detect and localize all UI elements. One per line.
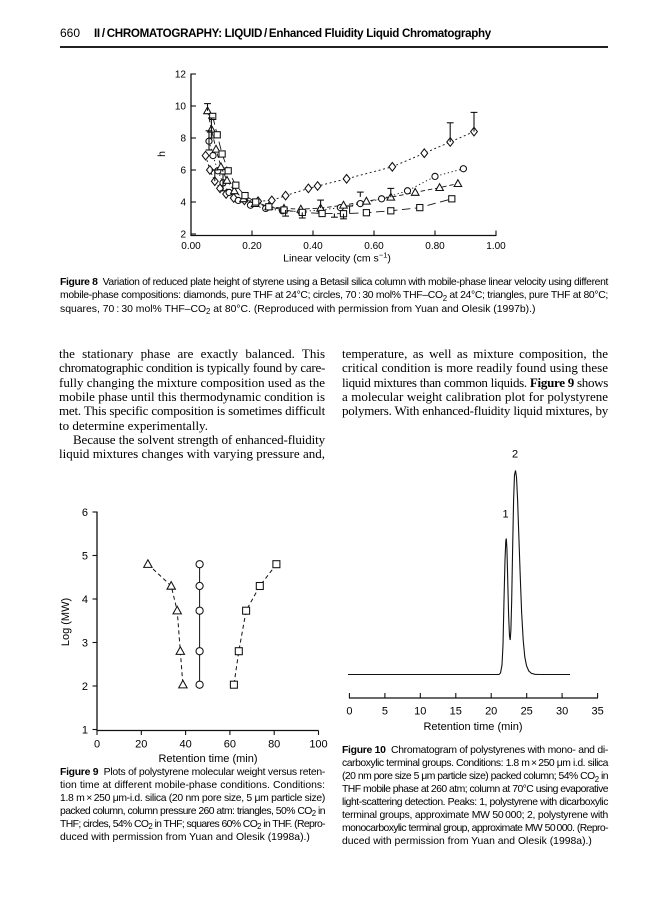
svg-text:30: 30: [556, 706, 568, 718]
svg-text:8: 8: [180, 134, 186, 145]
svg-text:12: 12: [175, 70, 187, 81]
svg-text:2: 2: [82, 681, 88, 693]
svg-text:Linear velocity (cm s−1): Linear velocity (cm s−1): [283, 251, 391, 265]
svg-text:4: 4: [180, 198, 186, 209]
svg-text:80: 80: [268, 739, 280, 751]
svg-text:5: 5: [382, 706, 388, 718]
svg-text:0.40: 0.40: [303, 241, 323, 252]
svg-text:0: 0: [346, 706, 352, 718]
svg-text:0.60: 0.60: [364, 241, 384, 252]
svg-text:Retention time (min): Retention time (min): [423, 721, 522, 733]
svg-text:20: 20: [135, 739, 147, 751]
svg-text:0.20: 0.20: [242, 241, 262, 252]
svg-text:10: 10: [175, 102, 187, 113]
svg-text:Retention time (min): Retention time (min): [158, 753, 257, 765]
svg-text:4: 4: [82, 594, 88, 606]
svg-text:1.00: 1.00: [486, 241, 506, 252]
svg-text:15: 15: [450, 706, 462, 718]
svg-text:6: 6: [82, 507, 88, 519]
svg-text:2: 2: [512, 449, 518, 461]
svg-text:1: 1: [82, 725, 88, 737]
svg-text:10: 10: [414, 706, 426, 718]
svg-text:60: 60: [224, 739, 236, 751]
svg-text:25: 25: [521, 706, 533, 718]
svg-text:20: 20: [485, 706, 497, 718]
svg-text:0.00: 0.00: [181, 241, 201, 252]
svg-text:35: 35: [591, 706, 603, 718]
svg-text:3: 3: [82, 638, 88, 650]
svg-text:0: 0: [94, 739, 100, 751]
svg-text:Log (MW): Log (MW): [60, 598, 72, 646]
svg-text:2: 2: [180, 230, 186, 241]
svg-text:5: 5: [82, 551, 88, 563]
svg-text:h: h: [156, 151, 168, 157]
svg-text:100: 100: [309, 739, 327, 751]
svg-text:40: 40: [179, 739, 191, 751]
svg-text:1: 1: [503, 509, 509, 521]
svg-text:6: 6: [180, 166, 186, 177]
svg-text:0.80: 0.80: [425, 241, 445, 252]
